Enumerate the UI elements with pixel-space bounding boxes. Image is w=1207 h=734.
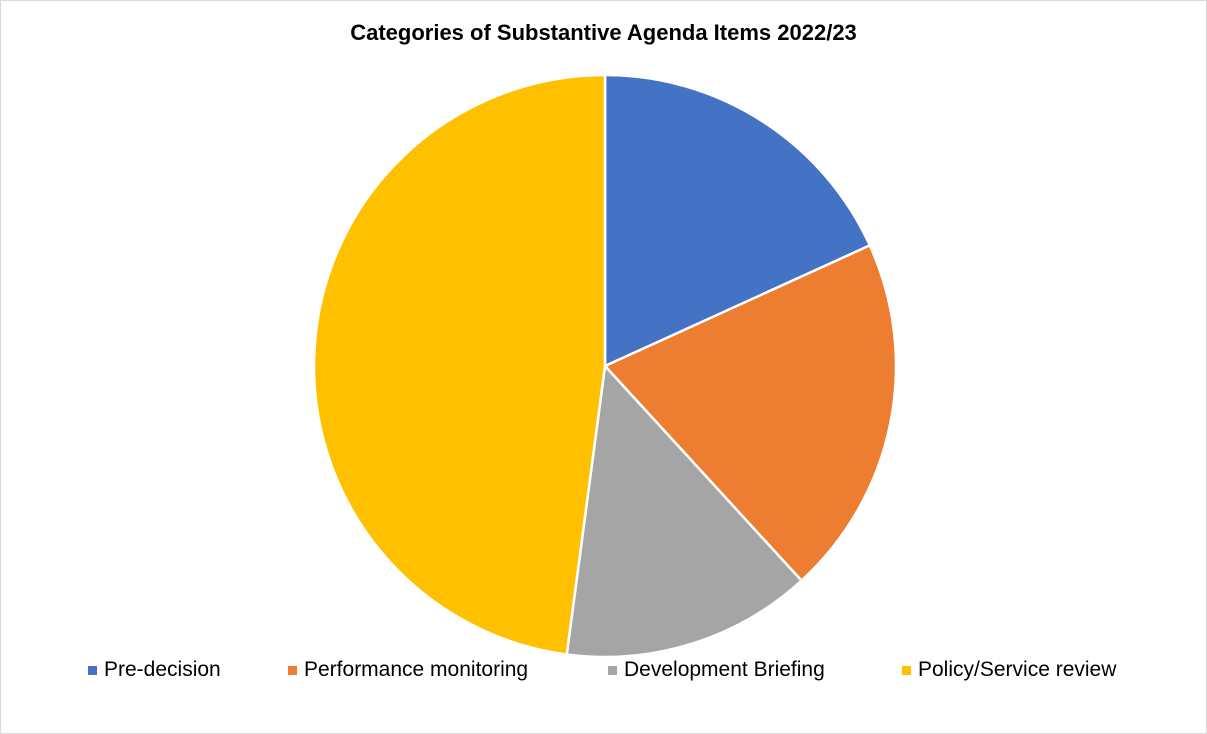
legend-swatch-pre-decision: [88, 665, 97, 675]
legend-item-development-briefing: Development Briefing: [608, 658, 825, 682]
legend-swatch-performance-monitoring: [288, 665, 297, 675]
legend-swatch-development-briefing: [608, 665, 617, 675]
pie-slice-pre-decision: [603, 73, 872, 368]
chart-title: Categories of Substantive Agenda Items 2…: [350, 20, 857, 45]
legend-item-pre-decision: Pre-decision: [88, 658, 221, 682]
legend-swatch-policy-service-review: [902, 665, 911, 675]
pie-slice-development-briefing: [565, 364, 803, 659]
chart-legend: Pre-decision Performance monitoring Deve…: [0, 658, 1207, 686]
legend-item-performance-monitoring: Performance monitoring: [288, 658, 528, 682]
legend-label-policy-service-review: Policy/Service review: [918, 658, 1117, 681]
legend-label-development-briefing: Development Briefing: [624, 658, 825, 681]
legend-item-policy-service-review: Policy/Service review: [902, 658, 1116, 682]
legend-label-pre-decision: Pre-decision: [104, 658, 221, 681]
legend-label-performance-monitoring: Performance monitoring: [304, 658, 529, 681]
pie-slice-performance-monitoring: [603, 244, 898, 582]
pie-slice-policy-service-review: [312, 73, 607, 656]
